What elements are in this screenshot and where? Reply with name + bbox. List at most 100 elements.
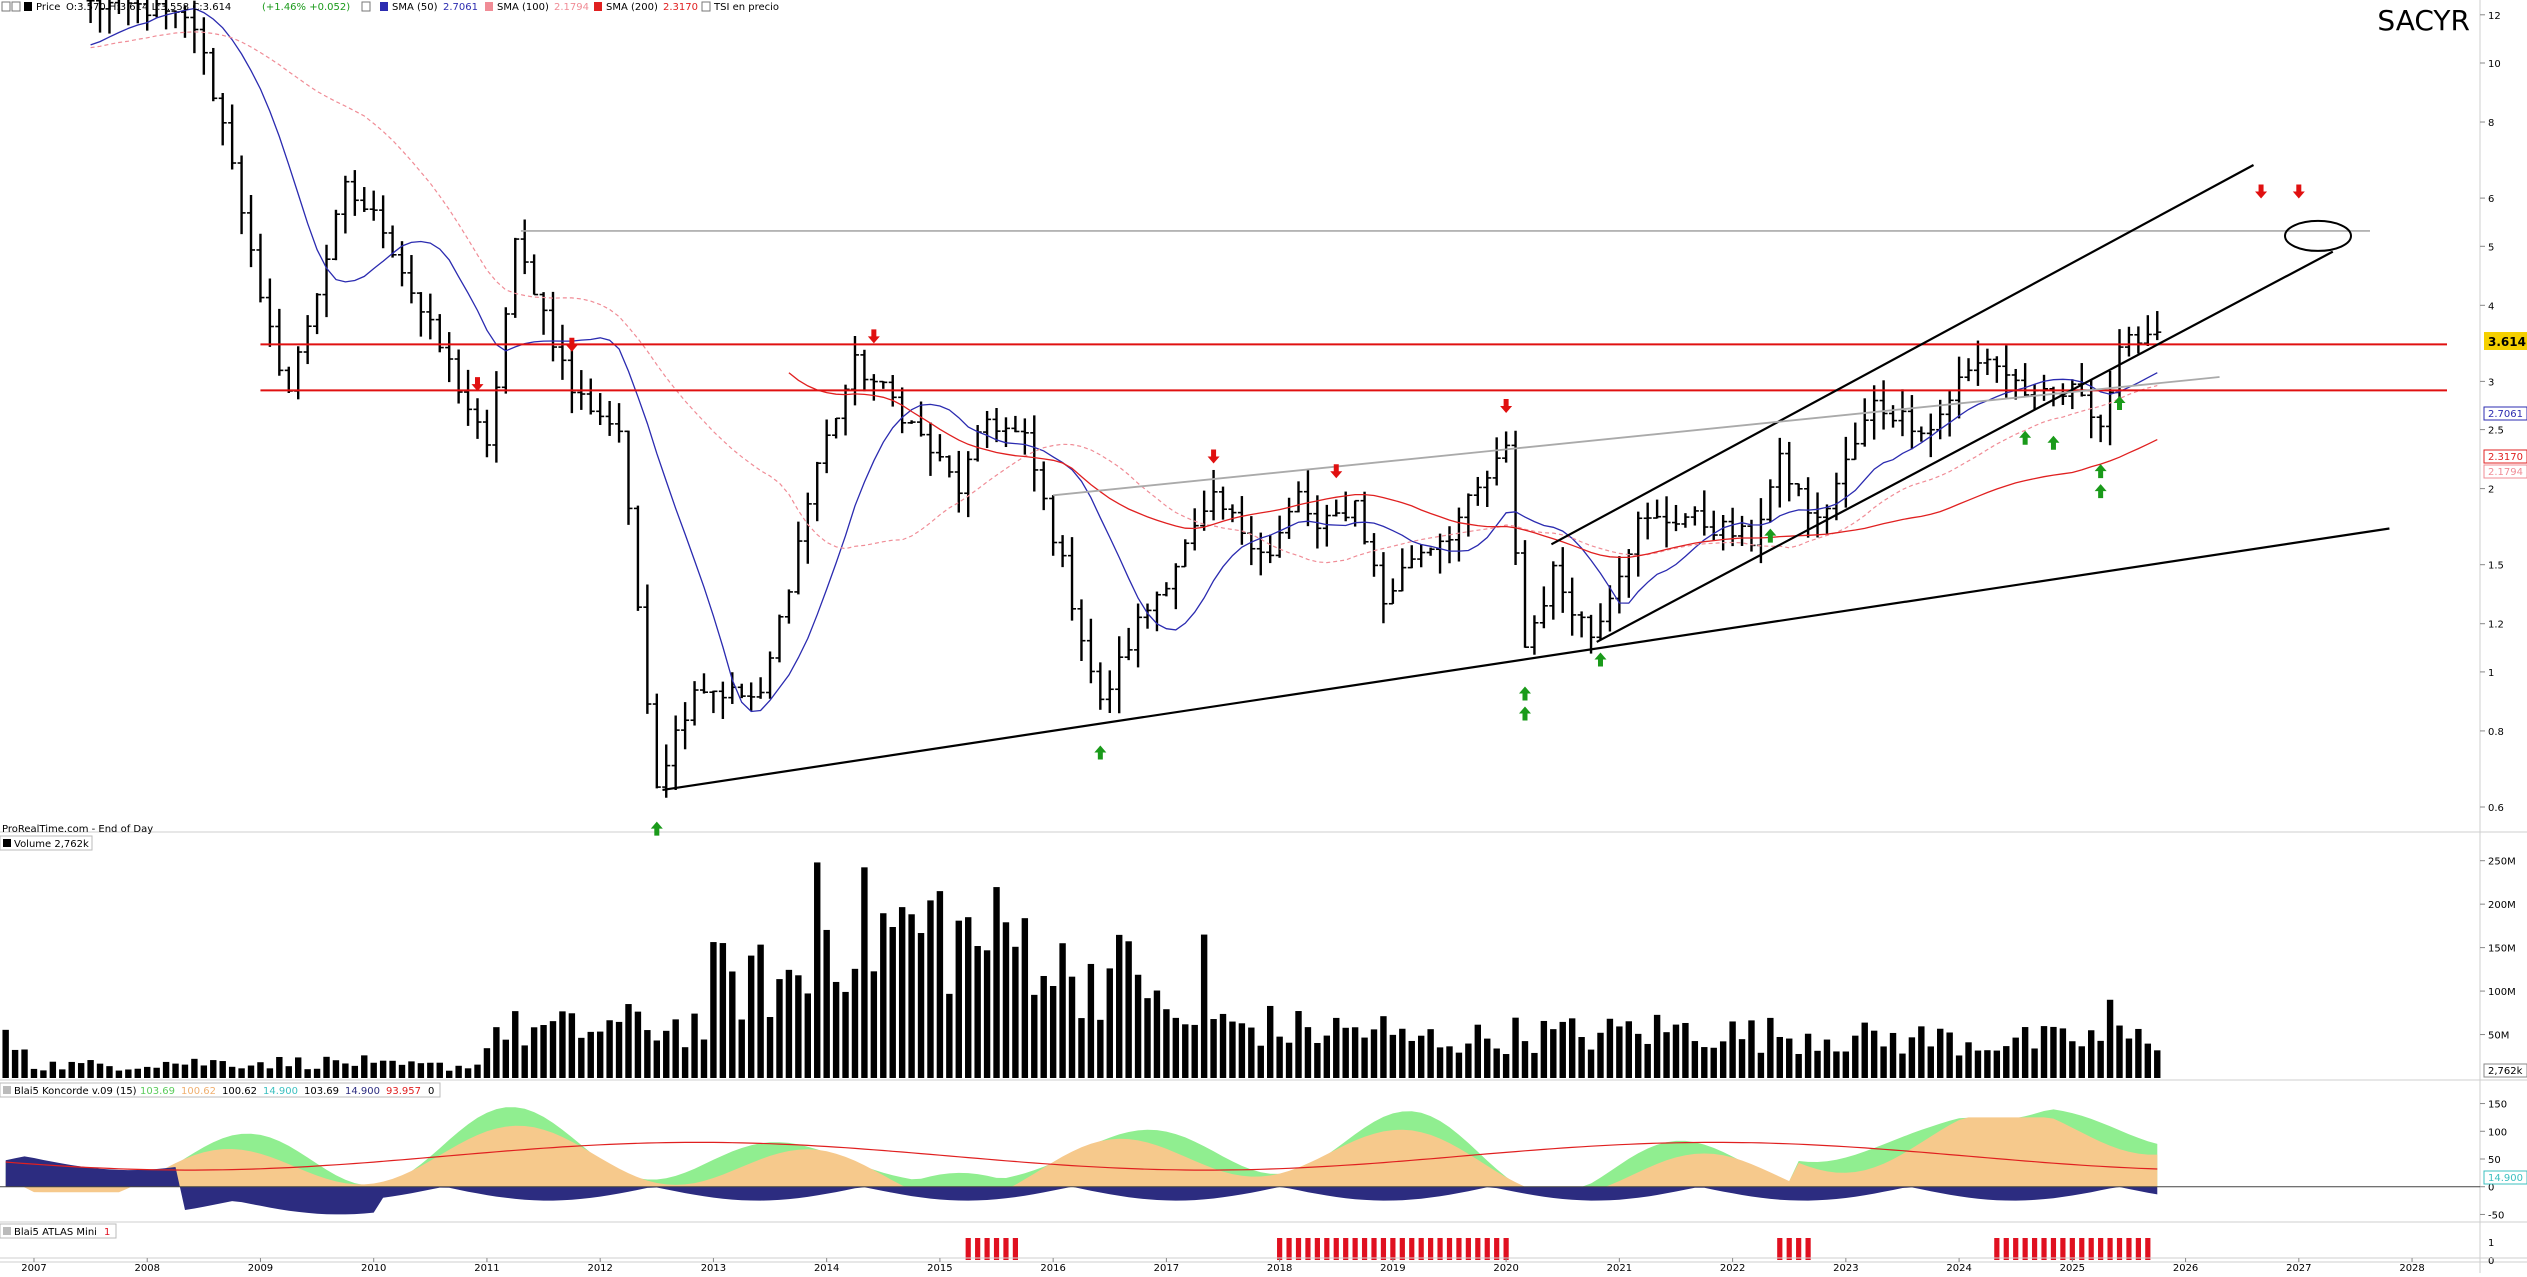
x-axis-label: 2021 [1607, 1263, 1632, 1273]
volume-bar [917, 933, 925, 1078]
volume-bar [1946, 1032, 1953, 1078]
atlas-bar [2135, 1238, 2141, 1260]
price-bar [709, 690, 718, 714]
sma100-label: SMA (100) [497, 2, 549, 13]
sma100-badge: 2.1794 [2488, 467, 2523, 478]
up-arrow-icon [1518, 686, 1531, 701]
volume-bar [96, 1063, 104, 1078]
price-bar [1388, 578, 1397, 605]
settings-icon[interactable] [11, 1, 21, 12]
price-bar [1558, 547, 1567, 613]
volume-bar [2135, 1028, 2142, 1078]
price-bar [718, 681, 727, 719]
volume-bar [832, 981, 840, 1078]
x-axis-label: 2019 [1380, 1263, 1405, 1273]
price-bar [1690, 506, 1699, 526]
atlas-bar [2050, 1238, 2057, 1260]
volume-label: Volume 2,762k [14, 839, 89, 850]
volume-panel[interactable] [2, 862, 2161, 1078]
atlas-bar [2022, 1238, 2028, 1260]
volume-bar [691, 1013, 698, 1078]
x-axis-label: 2028 [2399, 1263, 2424, 1273]
volume-bar [1625, 1021, 1632, 1078]
price-bar [1124, 627, 1133, 661]
price-bar [2124, 326, 2133, 357]
price-bar [964, 451, 973, 518]
axis-layer: 0.60.811.21.522.534568101250M100M150M200… [0, 11, 2527, 1274]
volume-axis-label: 100M [2488, 987, 2516, 998]
volume-bar [361, 1055, 368, 1078]
price-bar [1841, 436, 1850, 508]
price-bar [1492, 437, 1501, 486]
volume-bar [1087, 963, 1095, 1078]
atlas-bar [1409, 1238, 1415, 1260]
price-bar [322, 244, 331, 318]
volume-bar [1295, 1011, 1302, 1078]
up-arrow-icon [1764, 528, 1777, 543]
price-bar [813, 461, 822, 522]
price-bar [1719, 515, 1728, 551]
price-bar [1851, 422, 1860, 461]
tsi-swatch[interactable] [701, 1, 711, 12]
up-arrow-icon [2047, 435, 2060, 450]
volume-bar [1031, 994, 1038, 1078]
price-bar [492, 371, 501, 463]
koncorde-panel[interactable] [0, 1107, 2480, 1215]
atlas-bar [1796, 1238, 1802, 1260]
price-bar [1568, 577, 1577, 636]
volume-bar [1682, 1022, 1689, 1078]
volume-bar [898, 907, 906, 1078]
x-axis-label: 2023 [1833, 1263, 1858, 1273]
price-bar [1020, 418, 1029, 455]
volume-bar [823, 929, 830, 1078]
price-legend-swatch [24, 2, 32, 11]
price-bar [454, 349, 463, 404]
volume-bar [936, 891, 944, 1078]
volume-bar [1106, 968, 1113, 1078]
volume-header: Volume 2,762k [0, 835, 93, 851]
volume-bar [2125, 1038, 2133, 1078]
volume-bar [747, 955, 755, 1078]
price-bar [1285, 497, 1294, 539]
price-bar [190, 0, 199, 54]
sma100-value: 2.1794 [554, 2, 589, 13]
price-bar [247, 195, 256, 268]
atlas-bar [1305, 1238, 1311, 1260]
expand-icon[interactable] [1, 1, 11, 12]
price-bar [1030, 415, 1039, 492]
volume-bar [106, 1066, 113, 1078]
volume-bar [1937, 1028, 1944, 1078]
price-bar [1992, 356, 2001, 383]
x-axis-label: 2018 [1267, 1263, 1292, 1273]
volume-bar [1908, 1037, 1916, 1078]
volume-bar [1474, 1024, 1482, 1078]
volume-bar [870, 971, 878, 1078]
atlas-bar [1428, 1238, 1434, 1260]
price-bar [1502, 431, 1511, 463]
atlas-panel[interactable] [965, 1238, 2151, 1260]
volume-swatch [3, 839, 11, 847]
price-panel[interactable] [86, 0, 2447, 836]
price-bar [869, 374, 878, 401]
volume-bar [663, 1030, 670, 1078]
price-bar [1322, 504, 1331, 547]
volume-bar [1606, 1018, 1614, 1078]
price-bar [1445, 526, 1454, 564]
atlas-bar [1994, 1238, 2000, 1260]
list-icon[interactable] [361, 1, 371, 12]
price-bar [747, 682, 756, 711]
atlas-bar [1390, 1238, 1396, 1260]
price-bar [766, 651, 775, 699]
price-bar [2153, 311, 2162, 341]
up-arrow-icon [2019, 430, 2032, 445]
volume-bar [1408, 1040, 1415, 1078]
atlas-bar [2126, 1238, 2132, 1260]
atlas-axis-label: 1 [2488, 1238, 2494, 1249]
volume-bar [181, 1064, 189, 1078]
atlas-bar [1343, 1238, 1349, 1260]
x-axis-label: 2013 [701, 1263, 726, 1273]
volume-bar [1248, 1027, 1255, 1078]
sma100-line [90, 31, 2158, 564]
